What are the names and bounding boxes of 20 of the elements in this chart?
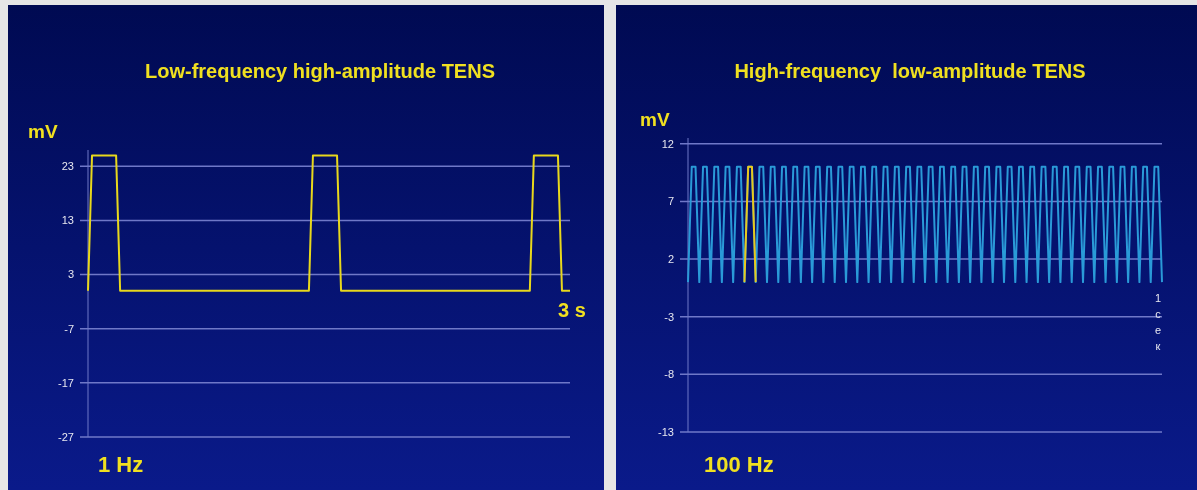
y-tick-label: -17 bbox=[58, 376, 74, 389]
y-tick-label: 23 bbox=[61, 160, 74, 173]
y-tick-label: 12 bbox=[661, 137, 674, 150]
y-tick-label: -8 bbox=[664, 368, 674, 381]
y-tick-label: -27 bbox=[58, 430, 74, 443]
y-tick-label: -7 bbox=[64, 322, 74, 335]
text: 100 Hz bbox=[704, 452, 774, 477]
y-tick-label: 2 bbox=[667, 252, 674, 265]
y-tick-label: 3 bbox=[67, 268, 74, 281]
y-axis-title: mV bbox=[640, 109, 670, 130]
y-tick-label: -13 bbox=[658, 425, 674, 438]
y-tick-label: 7 bbox=[667, 195, 674, 208]
y-axis-title: mV bbox=[28, 121, 58, 142]
y-tick-label: -3 bbox=[664, 310, 674, 323]
annotation: 3 s bbox=[558, 298, 586, 321]
chart-title: High-frequency low-amplitude TENS bbox=[734, 60, 1086, 82]
chart-title: Low-frequency high-amplitude TENS bbox=[144, 60, 496, 82]
annotation: 1 сек bbox=[1154, 292, 1162, 353]
y-tick-label: 13 bbox=[61, 214, 74, 227]
text: 1 Hz bbox=[98, 452, 144, 477]
